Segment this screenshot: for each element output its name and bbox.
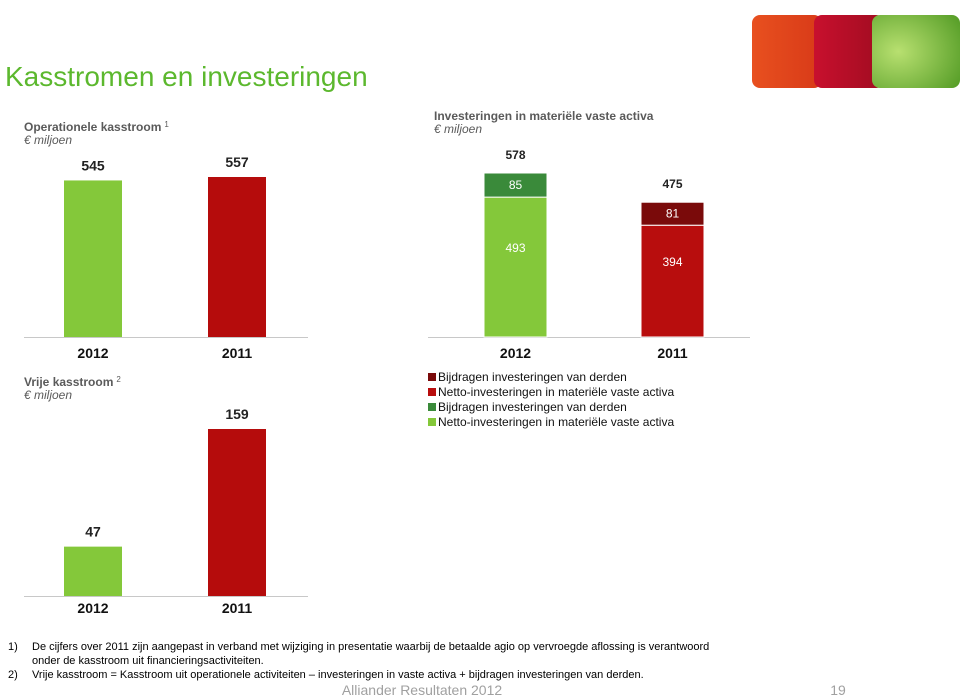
chart-title-note: 2 xyxy=(116,375,121,384)
segment-label: 394 xyxy=(662,255,682,269)
footnote-marker: 1) xyxy=(8,641,18,653)
total-label: 475 xyxy=(662,177,682,191)
footnote-text: Vrije kasstroom = Kasstroom uit operatio… xyxy=(32,669,644,681)
bar xyxy=(208,177,266,337)
slide-title: Kasstromen en investeringen xyxy=(5,61,368,92)
value-label: 159 xyxy=(225,406,249,422)
bar xyxy=(208,429,266,596)
footnote-text: De cijfers over 2011 zijn aangepast in v… xyxy=(32,641,709,653)
chart-subtitle: € miljoen xyxy=(434,122,482,136)
bar-segment xyxy=(640,224,705,338)
legend-swatch xyxy=(428,403,436,411)
bar xyxy=(64,180,122,337)
legend-label: Bijdragen investeringen van derden xyxy=(438,400,627,414)
segment-label: 81 xyxy=(666,207,680,221)
chart-subtitle: € miljoen xyxy=(24,388,72,402)
chart-title-text: Vrije kasstroom xyxy=(24,375,113,389)
bar-segment xyxy=(483,196,548,338)
bar xyxy=(64,546,122,596)
x-tick-label: 2011 xyxy=(222,345,253,361)
value-label: 557 xyxy=(225,154,249,170)
chart-title: Investeringen in materiële vaste activa xyxy=(434,109,654,123)
value-label: 545 xyxy=(81,157,105,173)
footnote-text: onder de kasstroom uit financieringsacti… xyxy=(32,655,264,667)
page-number: 19 xyxy=(830,682,846,696)
legend-label: Bijdragen investeringen van derden xyxy=(438,370,627,384)
footnote-marker: 2) xyxy=(8,669,18,681)
bar-segment xyxy=(640,201,705,226)
legend-swatch xyxy=(428,388,436,396)
chart-title-note: 1 xyxy=(164,120,169,129)
chart-title-text: Investeringen in materiële vaste activa xyxy=(434,109,654,123)
footer-text: Alliander Resultaten 2012 xyxy=(342,682,503,696)
logo xyxy=(752,15,960,88)
segment-label: 85 xyxy=(509,178,523,192)
chart-title-text: Operationele kasstroom xyxy=(24,120,161,134)
legend-swatch xyxy=(428,418,436,426)
legend-swatch xyxy=(428,373,436,381)
chart-title: Vrije kasstroom 2 xyxy=(24,375,121,389)
legend-label: Netto-investeringen in materiële vaste a… xyxy=(438,385,674,399)
segment-label: 493 xyxy=(505,241,525,255)
x-tick-label: 2011 xyxy=(657,345,688,361)
x-tick-label: 2012 xyxy=(77,345,108,361)
value-label: 47 xyxy=(85,524,101,540)
x-tick-label: 2012 xyxy=(77,600,108,616)
total-label: 578 xyxy=(505,148,525,162)
x-tick-label: 2011 xyxy=(222,600,253,616)
legend-label: Netto-investeringen in materiële vaste a… xyxy=(438,415,674,429)
x-tick-label: 2012 xyxy=(500,345,531,361)
chart-title: Operationele kasstroom 1 xyxy=(24,120,169,134)
chart-subtitle: € miljoen xyxy=(24,133,72,147)
bar-segment xyxy=(483,172,548,198)
